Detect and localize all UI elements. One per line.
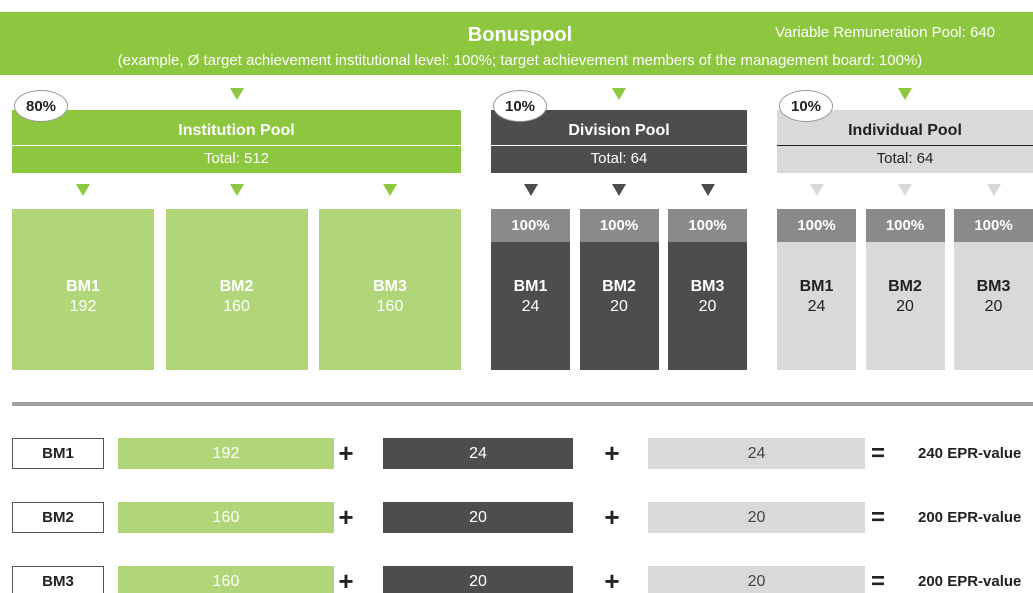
- member-box: [12, 209, 154, 370]
- plus: +: [604, 438, 620, 468]
- share-badge: 80%: [14, 90, 68, 122]
- equals: =: [870, 439, 885, 467]
- row-value: 20: [383, 566, 573, 593]
- member-value: 160: [223, 298, 250, 315]
- plus: +: [338, 438, 354, 468]
- pool-label: Variable Remuneration Pool: 640: [775, 24, 995, 41]
- share-badge: 10%: [493, 90, 547, 122]
- pool-name: Institution Pool: [178, 122, 295, 139]
- pool-name: Individual Pool: [848, 122, 962, 139]
- member-share: 100%: [491, 209, 570, 242]
- member-name: BM2: [602, 278, 636, 295]
- member-value: 20: [610, 298, 628, 315]
- member-value: 192: [69, 298, 97, 315]
- banner-title: Bonuspool: [467, 24, 573, 46]
- member-value: 20: [698, 298, 717, 315]
- member-box: [319, 209, 461, 370]
- arrow: [76, 184, 90, 196]
- member-name: BM2: [888, 278, 922, 295]
- pool-divider: [12, 145, 461, 146]
- row-value: 160: [118, 502, 334, 533]
- row-result: 200 EPR-value: [918, 573, 1022, 590]
- row-value: 20: [648, 566, 865, 593]
- member-share: 100%: [777, 209, 856, 242]
- arrow: [809, 184, 824, 196]
- row-value: 192: [118, 438, 334, 469]
- row-value: 20: [383, 502, 573, 533]
- pool-name: Division Pool: [568, 122, 670, 139]
- pool-total: Total: 512: [203, 150, 270, 167]
- member-share: 100%: [865, 209, 945, 242]
- share-badge: 10%: [779, 90, 833, 122]
- row-value: 24: [648, 438, 865, 469]
- plus: +: [338, 566, 354, 593]
- arrow: [229, 184, 244, 196]
- banner-subtitle: (example, Ø target achievement instituti…: [117, 52, 923, 69]
- member-value: 24: [521, 298, 540, 315]
- member-name: BM1: [513, 278, 548, 295]
- row-label: BM3: [12, 566, 104, 593]
- row-label: BM2: [12, 502, 104, 533]
- arrow: [898, 88, 912, 100]
- member-share: 100%: [954, 209, 1033, 242]
- row-value: 160: [118, 566, 334, 593]
- member-value: 20: [896, 298, 914, 315]
- member-name: BM3: [976, 278, 1011, 295]
- banner: [0, 12, 1033, 75]
- pool-box: [777, 110, 1033, 173]
- member-name: BM3: [373, 278, 407, 295]
- member-name: BM3: [690, 278, 725, 295]
- pool-total: Total: 64: [876, 150, 934, 167]
- member-name: BM1: [66, 278, 100, 295]
- member-name: BM2: [219, 278, 254, 295]
- row-value: 20: [648, 502, 865, 533]
- member-name: BM1: [799, 278, 834, 295]
- member-value: 20: [984, 298, 1003, 315]
- equals: =: [870, 567, 885, 593]
- member-box: [165, 209, 308, 370]
- member-value: 160: [376, 298, 404, 315]
- plus: +: [338, 502, 354, 532]
- arrow: [612, 184, 626, 196]
- arrow: [229, 88, 244, 100]
- arrow: [383, 184, 397, 196]
- pool-total: Total: 64: [590, 150, 648, 167]
- arrow: [523, 184, 538, 196]
- plus: +: [604, 566, 620, 593]
- pool-divider: [491, 145, 747, 146]
- plus: +: [604, 502, 620, 532]
- member-share: 100%: [668, 209, 747, 242]
- row-result: 200 EPR-value: [918, 509, 1022, 526]
- arrow: [612, 88, 626, 100]
- pool-box: [12, 110, 461, 173]
- member-value: 24: [807, 298, 826, 315]
- pool-box: [491, 110, 747, 173]
- arrow: [898, 184, 912, 196]
- row-label: BM1: [12, 438, 104, 469]
- arrow: [700, 184, 715, 196]
- member-share: 100%: [579, 209, 659, 242]
- row-result: 240 EPR-value: [918, 445, 1022, 462]
- separator: [12, 402, 1033, 406]
- row-value: 24: [383, 438, 573, 469]
- equals: =: [870, 503, 885, 531]
- arrow: [986, 184, 1001, 196]
- pool-divider: [777, 145, 1033, 146]
